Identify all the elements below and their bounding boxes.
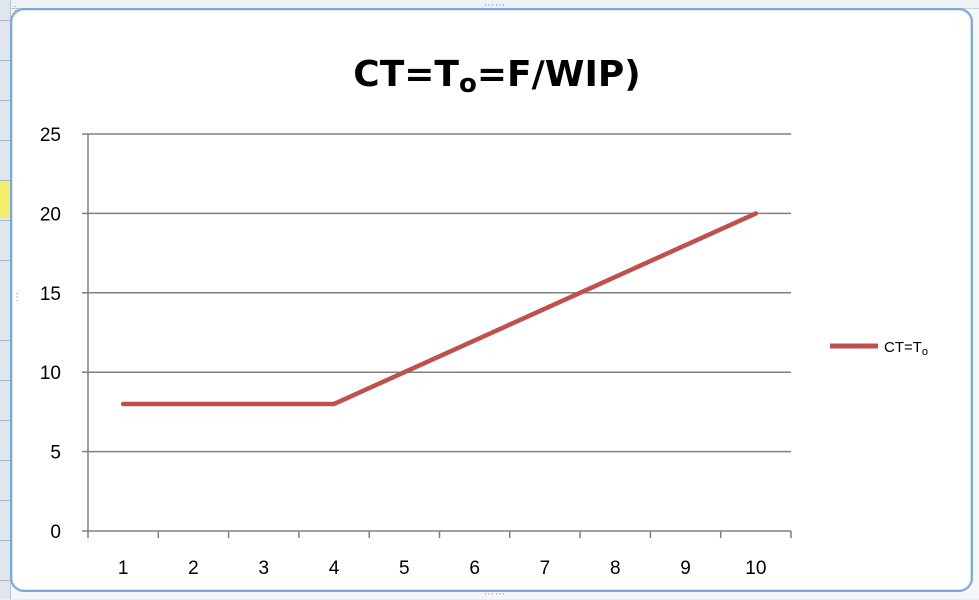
series-line	[120, 211, 759, 407]
gridlines	[88, 133, 791, 453]
data-point	[192, 403, 194, 405]
data-point	[403, 371, 405, 373]
chart-title: CT=To=F/WIP)	[353, 54, 640, 99]
row-divider	[0, 180, 10, 181]
x-tick-label: 1	[118, 558, 129, 579]
row-divider	[0, 140, 10, 141]
y-tick-label: 20	[40, 204, 61, 225]
x-tick-label: 5	[399, 558, 410, 579]
resize-handle-left-icon[interactable]: ⋯	[11, 292, 22, 303]
row-divider	[0, 460, 10, 461]
data-point	[474, 339, 476, 341]
axes: 0 5 10 15 20 25 1 2 3 4 5 6 7 8 9 10	[40, 125, 792, 579]
data-point	[544, 308, 546, 310]
row-divider	[0, 20, 10, 21]
row-divider	[0, 60, 10, 61]
x-tick-label: 8	[610, 558, 621, 579]
data-point	[122, 403, 124, 405]
row-divider	[0, 500, 10, 501]
y-tick-label: 10	[40, 363, 61, 384]
x-tick-label: 2	[188, 558, 199, 579]
legend-label: CT=To	[884, 339, 928, 358]
row-divider	[0, 100, 10, 101]
data-point	[263, 403, 265, 405]
series-group	[120, 211, 759, 407]
x-tick-label: 9	[680, 558, 691, 579]
y-tick-label: 5	[50, 443, 61, 464]
data-point	[685, 244, 687, 246]
resize-handle-top-icon[interactable]: ⋯⋯	[484, 0, 506, 11]
row-divider	[0, 420, 10, 421]
data-point	[755, 212, 757, 214]
legend: CT=To	[830, 339, 928, 358]
x-tick-label: 4	[329, 558, 340, 579]
data-point	[614, 276, 616, 278]
data-point	[333, 403, 335, 405]
x-tick-label: 6	[469, 558, 480, 579]
row-divider	[0, 540, 10, 541]
x-tick-label: 7	[540, 558, 551, 579]
resize-handle-bottom-icon[interactable]: ⋯⋯	[484, 589, 506, 600]
row-divider	[0, 220, 10, 221]
x-tick-label: 3	[258, 558, 269, 579]
x-tick-label: 10	[745, 558, 766, 579]
y-tick-label: 15	[40, 284, 61, 305]
row-divider	[0, 580, 10, 581]
chart-area[interactable]	[10, 8, 973, 592]
row-divider	[0, 260, 10, 261]
resize-handle-corner-icon[interactable]: ⁘	[11, 4, 21, 15]
y-tick-label: 25	[40, 125, 61, 146]
row-divider	[0, 380, 10, 381]
y-tick-label: 0	[50, 522, 61, 543]
highlighted-cell	[0, 180, 10, 218]
row-divider	[0, 340, 10, 341]
